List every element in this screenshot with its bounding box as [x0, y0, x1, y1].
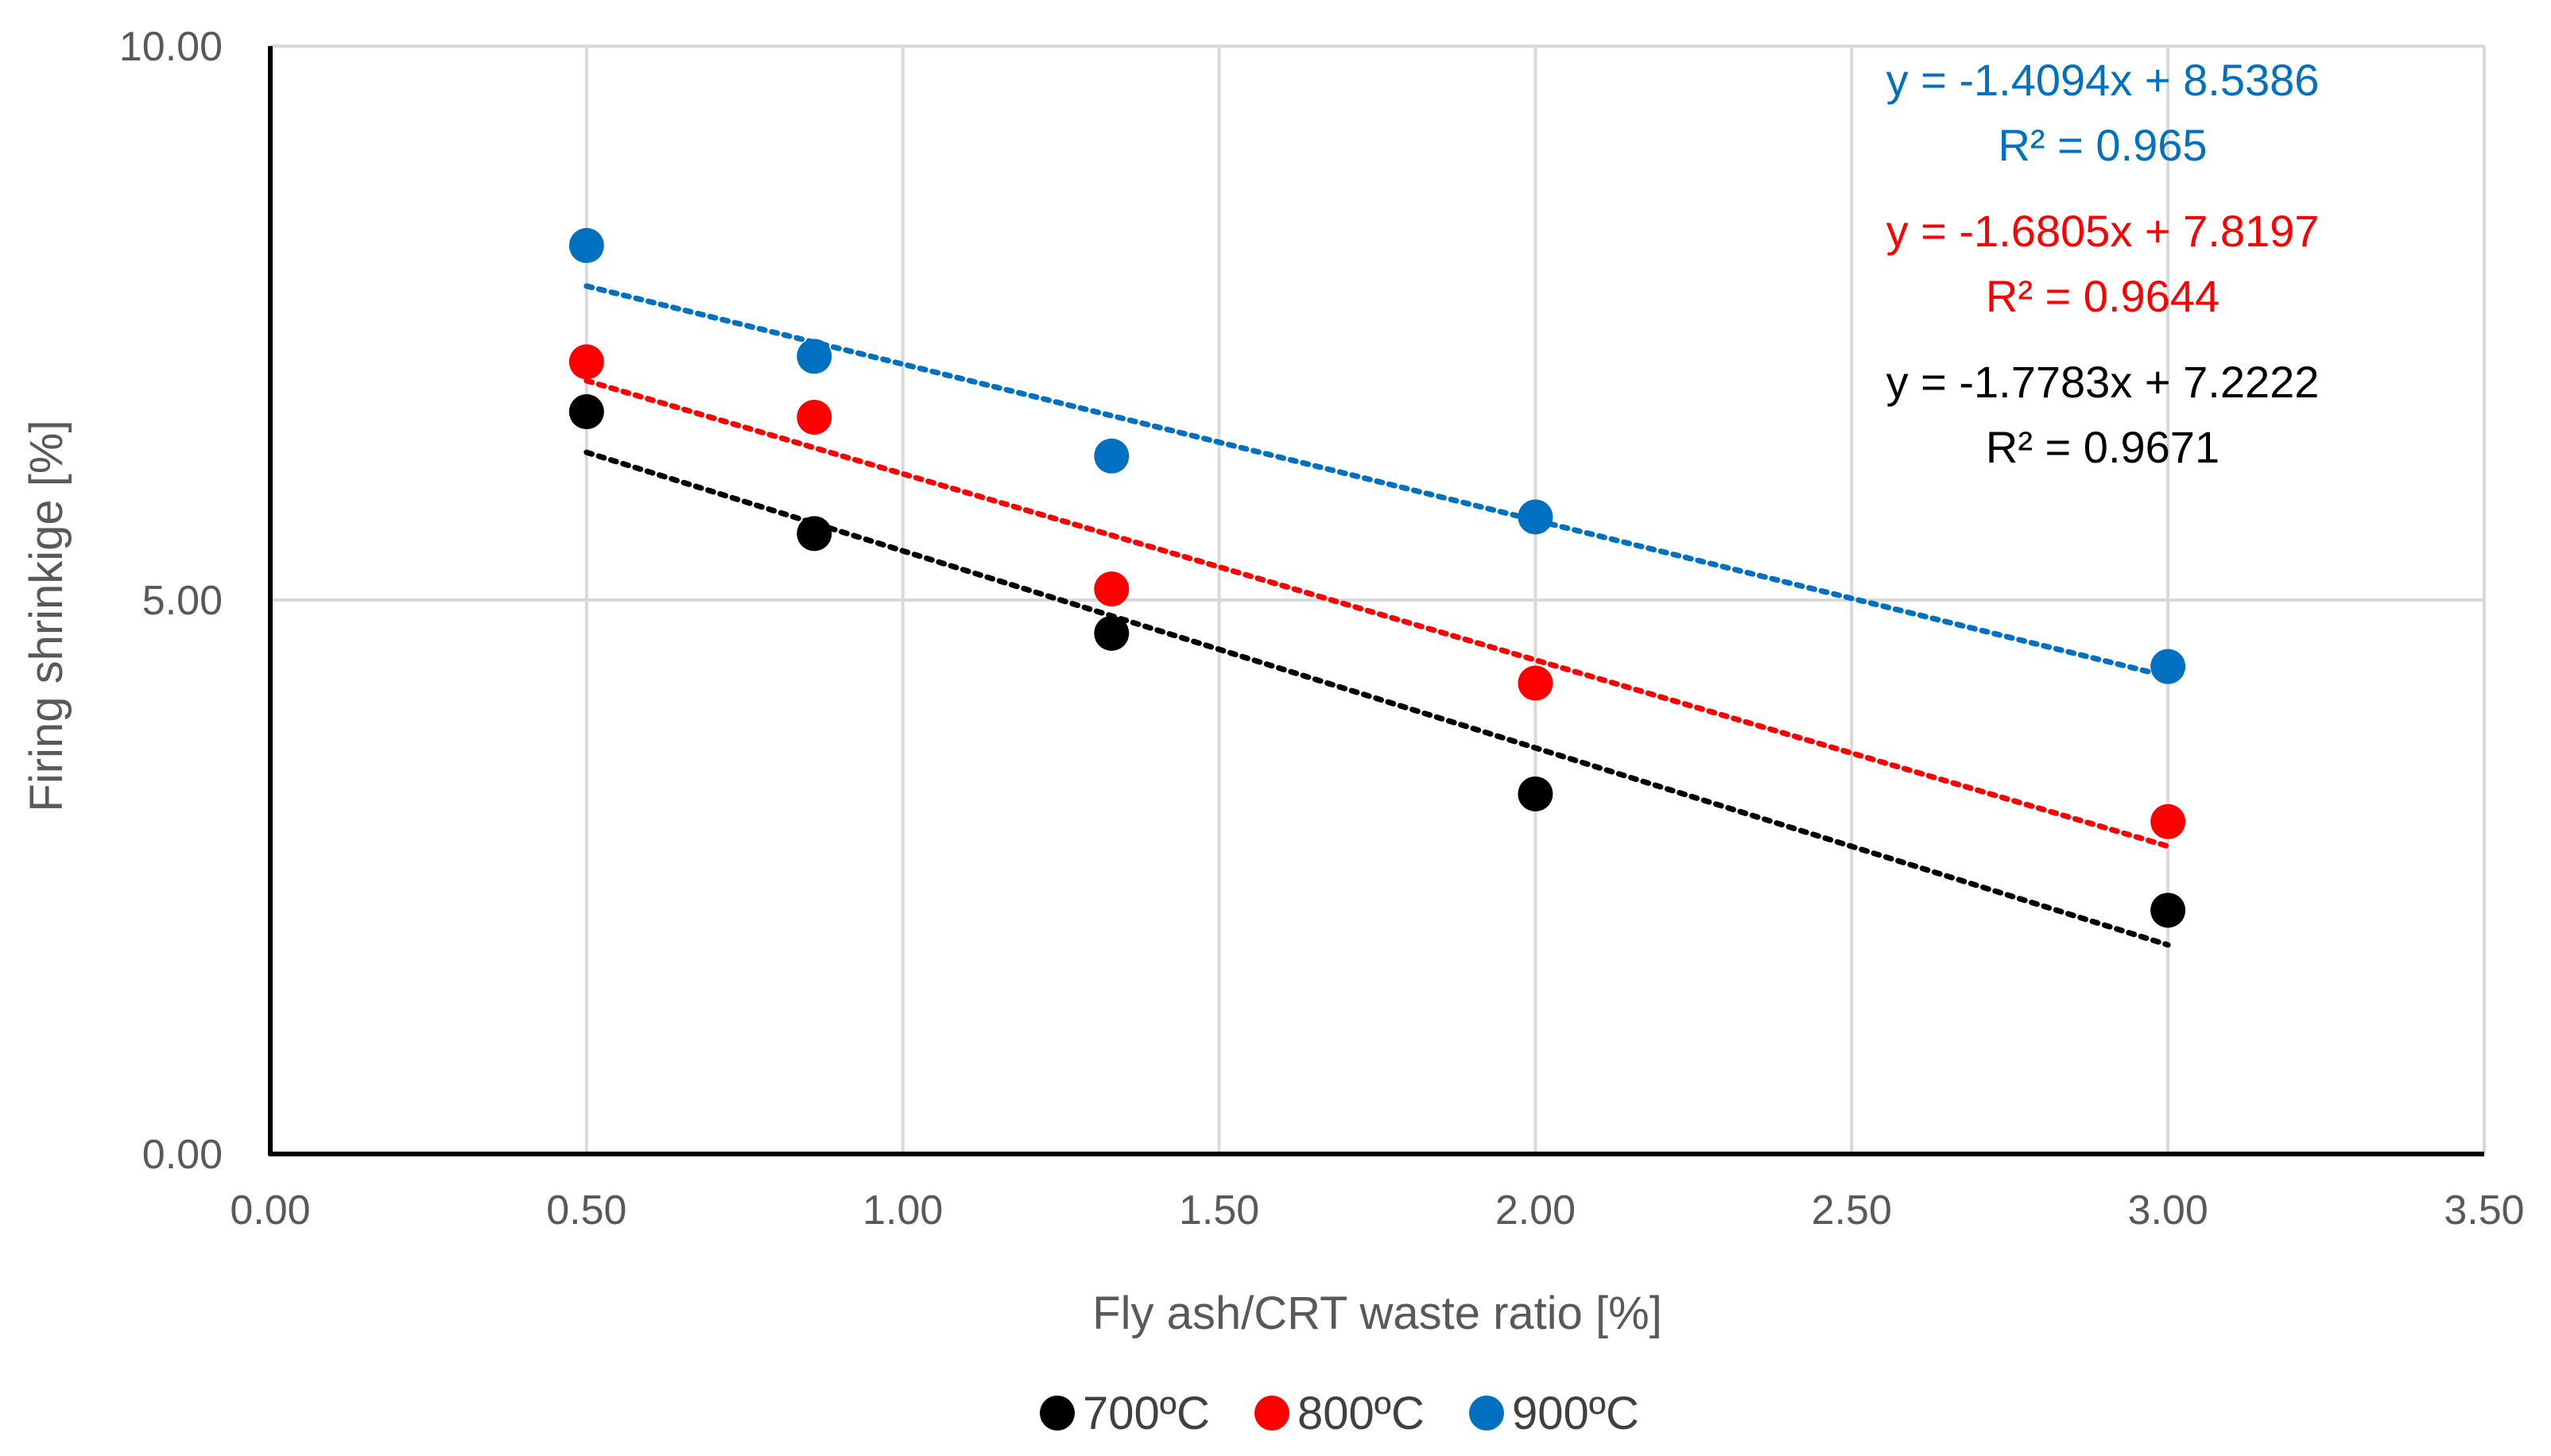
- trendline: [583, 283, 2171, 680]
- trendline-r2: R² = 0.965: [1998, 120, 2207, 170]
- data-point: [2150, 804, 2186, 839]
- legend-marker: [1469, 1396, 1504, 1431]
- data-point: [1094, 615, 1130, 651]
- x-axis-title: Fly ash/CRT waste ratio [%]: [1092, 1288, 1662, 1339]
- y-axis-title: Firing shrinkige [%]: [21, 420, 72, 811]
- x-tick-label: 1.50: [1179, 1187, 1259, 1233]
- data-point: [1518, 665, 1553, 701]
- y-tick-label: 5.00: [142, 578, 223, 624]
- data-point: [797, 339, 832, 374]
- data-point: [2150, 893, 2186, 928]
- x-tick-label: 0.00: [230, 1187, 310, 1233]
- legend-marker: [1040, 1396, 1075, 1431]
- data-point: [568, 227, 604, 263]
- equation-annotation-layer: y = -1.4094x + 8.5386 R² = 0.965 y = -1.68…: [1886, 55, 2320, 472]
- data-point: [797, 399, 832, 435]
- x-tick-label: 2.00: [1495, 1187, 1576, 1233]
- trendline: [583, 378, 2171, 850]
- x-tick-label: 1.00: [863, 1187, 943, 1233]
- trendline: [583, 449, 2171, 948]
- axes-layer: [268, 46, 2484, 1156]
- trendline-equation: y = -1.6805x + 7.8197: [1886, 206, 2320, 256]
- legend-label: 900ºC: [1512, 1388, 1639, 1439]
- data-point: [1518, 499, 1553, 535]
- data-point: [2150, 649, 2186, 684]
- legend-marker: [1254, 1396, 1289, 1431]
- data-point: [1518, 776, 1553, 811]
- y-tick-label: 0.00: [142, 1132, 223, 1178]
- y-tick-label: 10.00: [119, 24, 223, 70]
- data-point: [568, 394, 604, 430]
- x-tick-label: 2.50: [1812, 1187, 1892, 1233]
- tick-label-layer: 0.00 0.50 1.00 1.50 2.00 2.50 3.00 3.50 0.00 5.00…: [119, 24, 2525, 1233]
- data-point: [1094, 438, 1130, 474]
- data-point: [568, 344, 604, 380]
- trendline-equation: y = -1.7783x + 7.2222: [1886, 357, 2320, 407]
- trendline-equation: y = -1.4094x + 8.5386: [1886, 55, 2320, 105]
- x-tick-label: 0.50: [546, 1187, 626, 1233]
- trendline-r2: R² = 0.9671: [1986, 422, 2220, 472]
- points-layer: [568, 227, 2186, 928]
- trendline-r2: R² = 0.9644: [1986, 271, 2220, 321]
- legend-label: 800ºC: [1297, 1388, 1425, 1439]
- x-tick-label: 3.00: [2128, 1187, 2208, 1233]
- data-point: [797, 516, 832, 552]
- legend: 700ºC 800ºC 900ºC: [1040, 1388, 1639, 1439]
- x-tick-label: 3.50: [2444, 1187, 2524, 1233]
- legend-label: 700ºC: [1083, 1388, 1210, 1439]
- trendline-layer: [583, 283, 2171, 948]
- data-point: [1094, 571, 1130, 607]
